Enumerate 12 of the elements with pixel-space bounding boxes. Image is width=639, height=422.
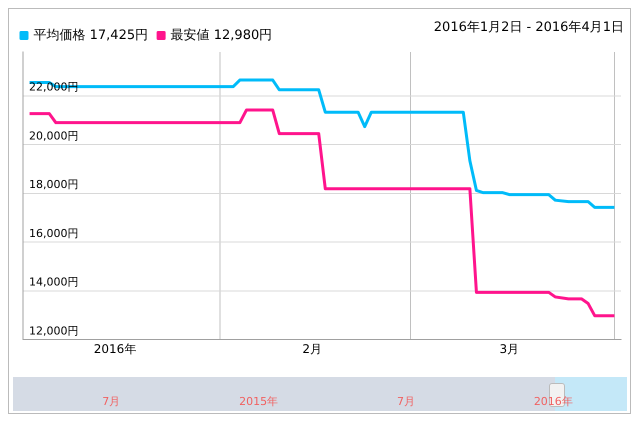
x-tick-label: 2月 <box>302 342 322 356</box>
x-tick-label: 3月 <box>499 342 520 356</box>
y-tick-label: 18,000円 <box>29 178 78 192</box>
y-tick-label: 14,000円 <box>29 276 78 289</box>
x-tick-label: 2016年 <box>94 342 136 356</box>
legend-label: 最安値 12,980円 <box>170 26 272 43</box>
y-tick-label: 20,000円 <box>29 129 78 142</box>
chart-subtitle: 2016年1月2日 - 2016年4月1日 <box>428 18 624 36</box>
y-tick-label: 12,000円 <box>29 324 78 338</box>
range-navigator: 7月 2015年 7月 2016年 <box>13 377 627 411</box>
y-tick-label: 16,000円 <box>29 226 78 240</box>
legend-label: 平均価格 17,425円 <box>34 28 148 43</box>
